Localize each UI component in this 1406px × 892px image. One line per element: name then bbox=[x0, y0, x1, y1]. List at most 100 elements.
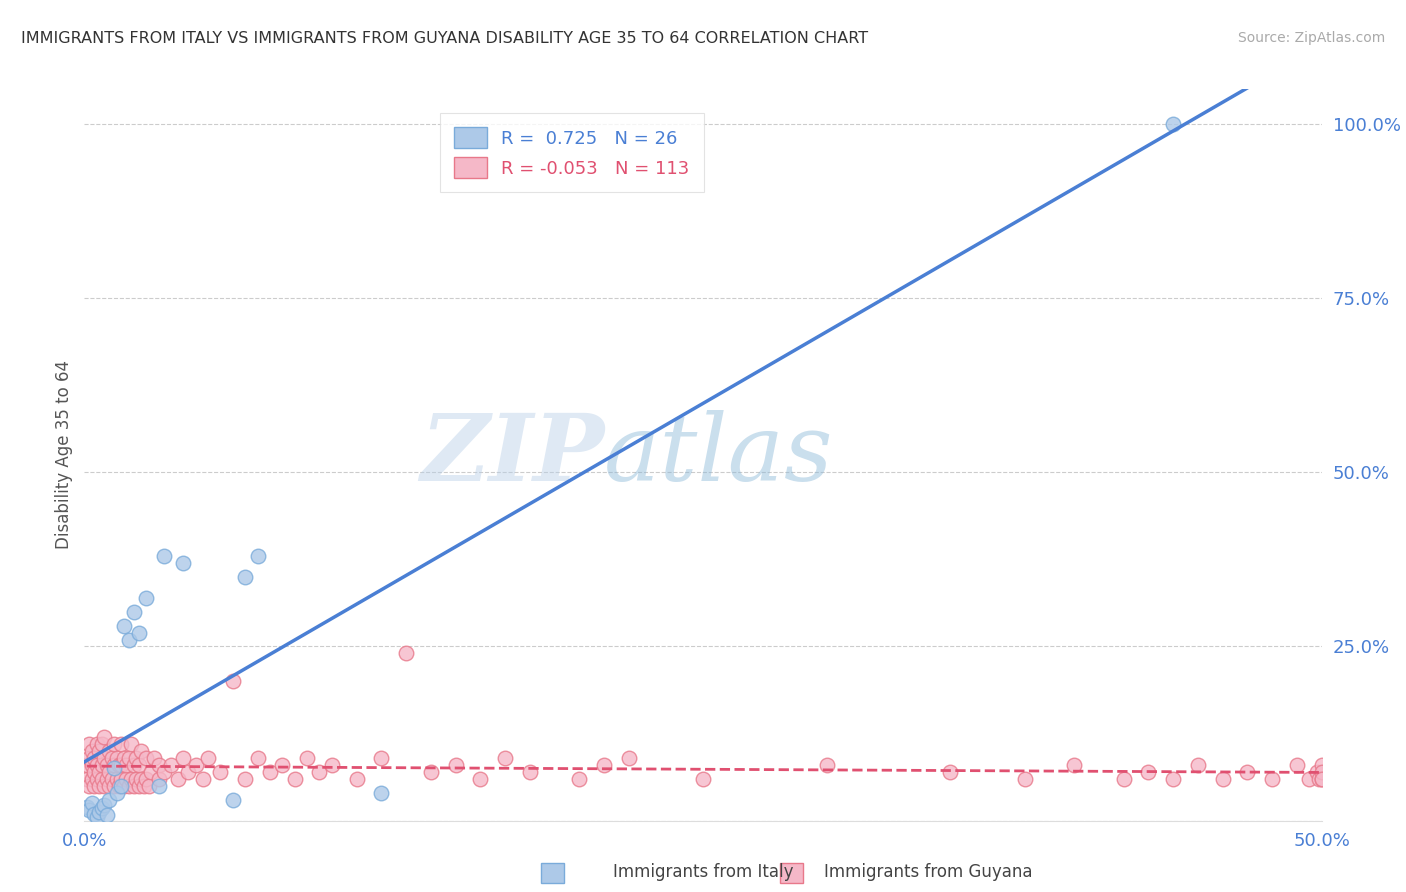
Point bbox=[86, 737, 108, 751]
Point bbox=[148, 758, 170, 772]
Point bbox=[122, 758, 145, 772]
Point bbox=[197, 751, 219, 765]
Point bbox=[105, 786, 128, 800]
Point bbox=[1310, 764, 1333, 779]
Point bbox=[110, 772, 132, 786]
Point bbox=[93, 798, 115, 813]
Point bbox=[103, 758, 125, 772]
Text: atlas: atlas bbox=[605, 410, 834, 500]
Point bbox=[128, 758, 150, 772]
Point bbox=[135, 772, 157, 786]
Point bbox=[444, 758, 467, 772]
Point bbox=[135, 751, 157, 765]
Point bbox=[115, 772, 138, 786]
Point bbox=[120, 737, 142, 751]
Point bbox=[259, 764, 281, 779]
Point bbox=[89, 764, 111, 779]
Point bbox=[93, 751, 115, 765]
Point bbox=[89, 779, 111, 793]
Point bbox=[105, 751, 128, 765]
Text: Source: ZipAtlas.com: Source: ZipAtlas.com bbox=[1237, 31, 1385, 45]
Point bbox=[98, 744, 121, 758]
Point bbox=[98, 793, 121, 807]
Point bbox=[346, 772, 368, 786]
Point bbox=[100, 751, 122, 765]
Point bbox=[141, 764, 163, 779]
Point bbox=[1137, 764, 1160, 779]
Point bbox=[105, 772, 128, 786]
Point bbox=[122, 779, 145, 793]
Point bbox=[1063, 758, 1085, 772]
Point bbox=[132, 779, 155, 793]
Text: ZIP: ZIP bbox=[420, 410, 605, 500]
Point bbox=[112, 618, 135, 632]
Point bbox=[129, 772, 152, 786]
Point bbox=[108, 758, 131, 772]
Point bbox=[593, 758, 616, 772]
Point bbox=[96, 772, 118, 786]
Point bbox=[79, 751, 101, 765]
Point bbox=[115, 758, 138, 772]
Point bbox=[1298, 772, 1320, 786]
Point bbox=[271, 758, 294, 772]
Point bbox=[152, 764, 174, 779]
Point bbox=[98, 779, 121, 793]
Point bbox=[103, 761, 125, 775]
Text: Immigrants from Italy: Immigrants from Italy bbox=[613, 863, 793, 881]
Point bbox=[96, 758, 118, 772]
Point bbox=[76, 772, 98, 786]
Legend: R =  0.725   N = 26, R = -0.053   N = 113: R = 0.725 N = 26, R = -0.053 N = 113 bbox=[440, 113, 704, 193]
Point bbox=[1112, 772, 1135, 786]
Point bbox=[103, 737, 125, 751]
Point bbox=[83, 751, 105, 765]
Point bbox=[76, 758, 98, 772]
Point bbox=[103, 779, 125, 793]
Y-axis label: Disability Age 35 to 64: Disability Age 35 to 64 bbox=[55, 360, 73, 549]
Point bbox=[110, 737, 132, 751]
Point bbox=[80, 796, 103, 810]
Point bbox=[118, 779, 141, 793]
Point bbox=[284, 772, 307, 786]
Point bbox=[142, 751, 165, 765]
Text: Immigrants from Guyana: Immigrants from Guyana bbox=[824, 863, 1032, 881]
Point bbox=[939, 764, 962, 779]
Point bbox=[90, 801, 112, 815]
Point bbox=[1308, 772, 1330, 786]
Point bbox=[86, 772, 108, 786]
Point bbox=[419, 764, 441, 779]
Point bbox=[128, 625, 150, 640]
Point bbox=[1305, 764, 1327, 779]
Point bbox=[128, 779, 150, 793]
Point bbox=[222, 674, 245, 689]
Point bbox=[617, 751, 640, 765]
Point bbox=[233, 772, 256, 786]
Point bbox=[79, 803, 101, 817]
Point bbox=[98, 764, 121, 779]
Point bbox=[112, 779, 135, 793]
Point bbox=[108, 779, 131, 793]
Point bbox=[246, 751, 269, 765]
Point bbox=[148, 772, 170, 786]
Point bbox=[1285, 758, 1308, 772]
Point bbox=[370, 786, 392, 800]
Point bbox=[120, 772, 142, 786]
Text: IMMIGRANTS FROM ITALY VS IMMIGRANTS FROM GUYANA DISABILITY AGE 35 TO 64 CORRELAT: IMMIGRANTS FROM ITALY VS IMMIGRANTS FROM… bbox=[21, 31, 869, 46]
Point bbox=[86, 758, 108, 772]
Point bbox=[80, 772, 103, 786]
Point bbox=[118, 751, 141, 765]
Point bbox=[100, 772, 122, 786]
Point bbox=[148, 779, 170, 793]
Point bbox=[79, 779, 101, 793]
Point bbox=[96, 808, 118, 822]
Point bbox=[470, 772, 492, 786]
Point bbox=[1310, 772, 1333, 786]
Point bbox=[519, 764, 541, 779]
Point bbox=[86, 810, 108, 824]
Point bbox=[93, 730, 115, 744]
Point bbox=[135, 591, 157, 605]
Point bbox=[110, 758, 132, 772]
Point bbox=[89, 744, 111, 758]
Point bbox=[83, 764, 105, 779]
Point bbox=[209, 764, 232, 779]
Point bbox=[1014, 772, 1036, 786]
